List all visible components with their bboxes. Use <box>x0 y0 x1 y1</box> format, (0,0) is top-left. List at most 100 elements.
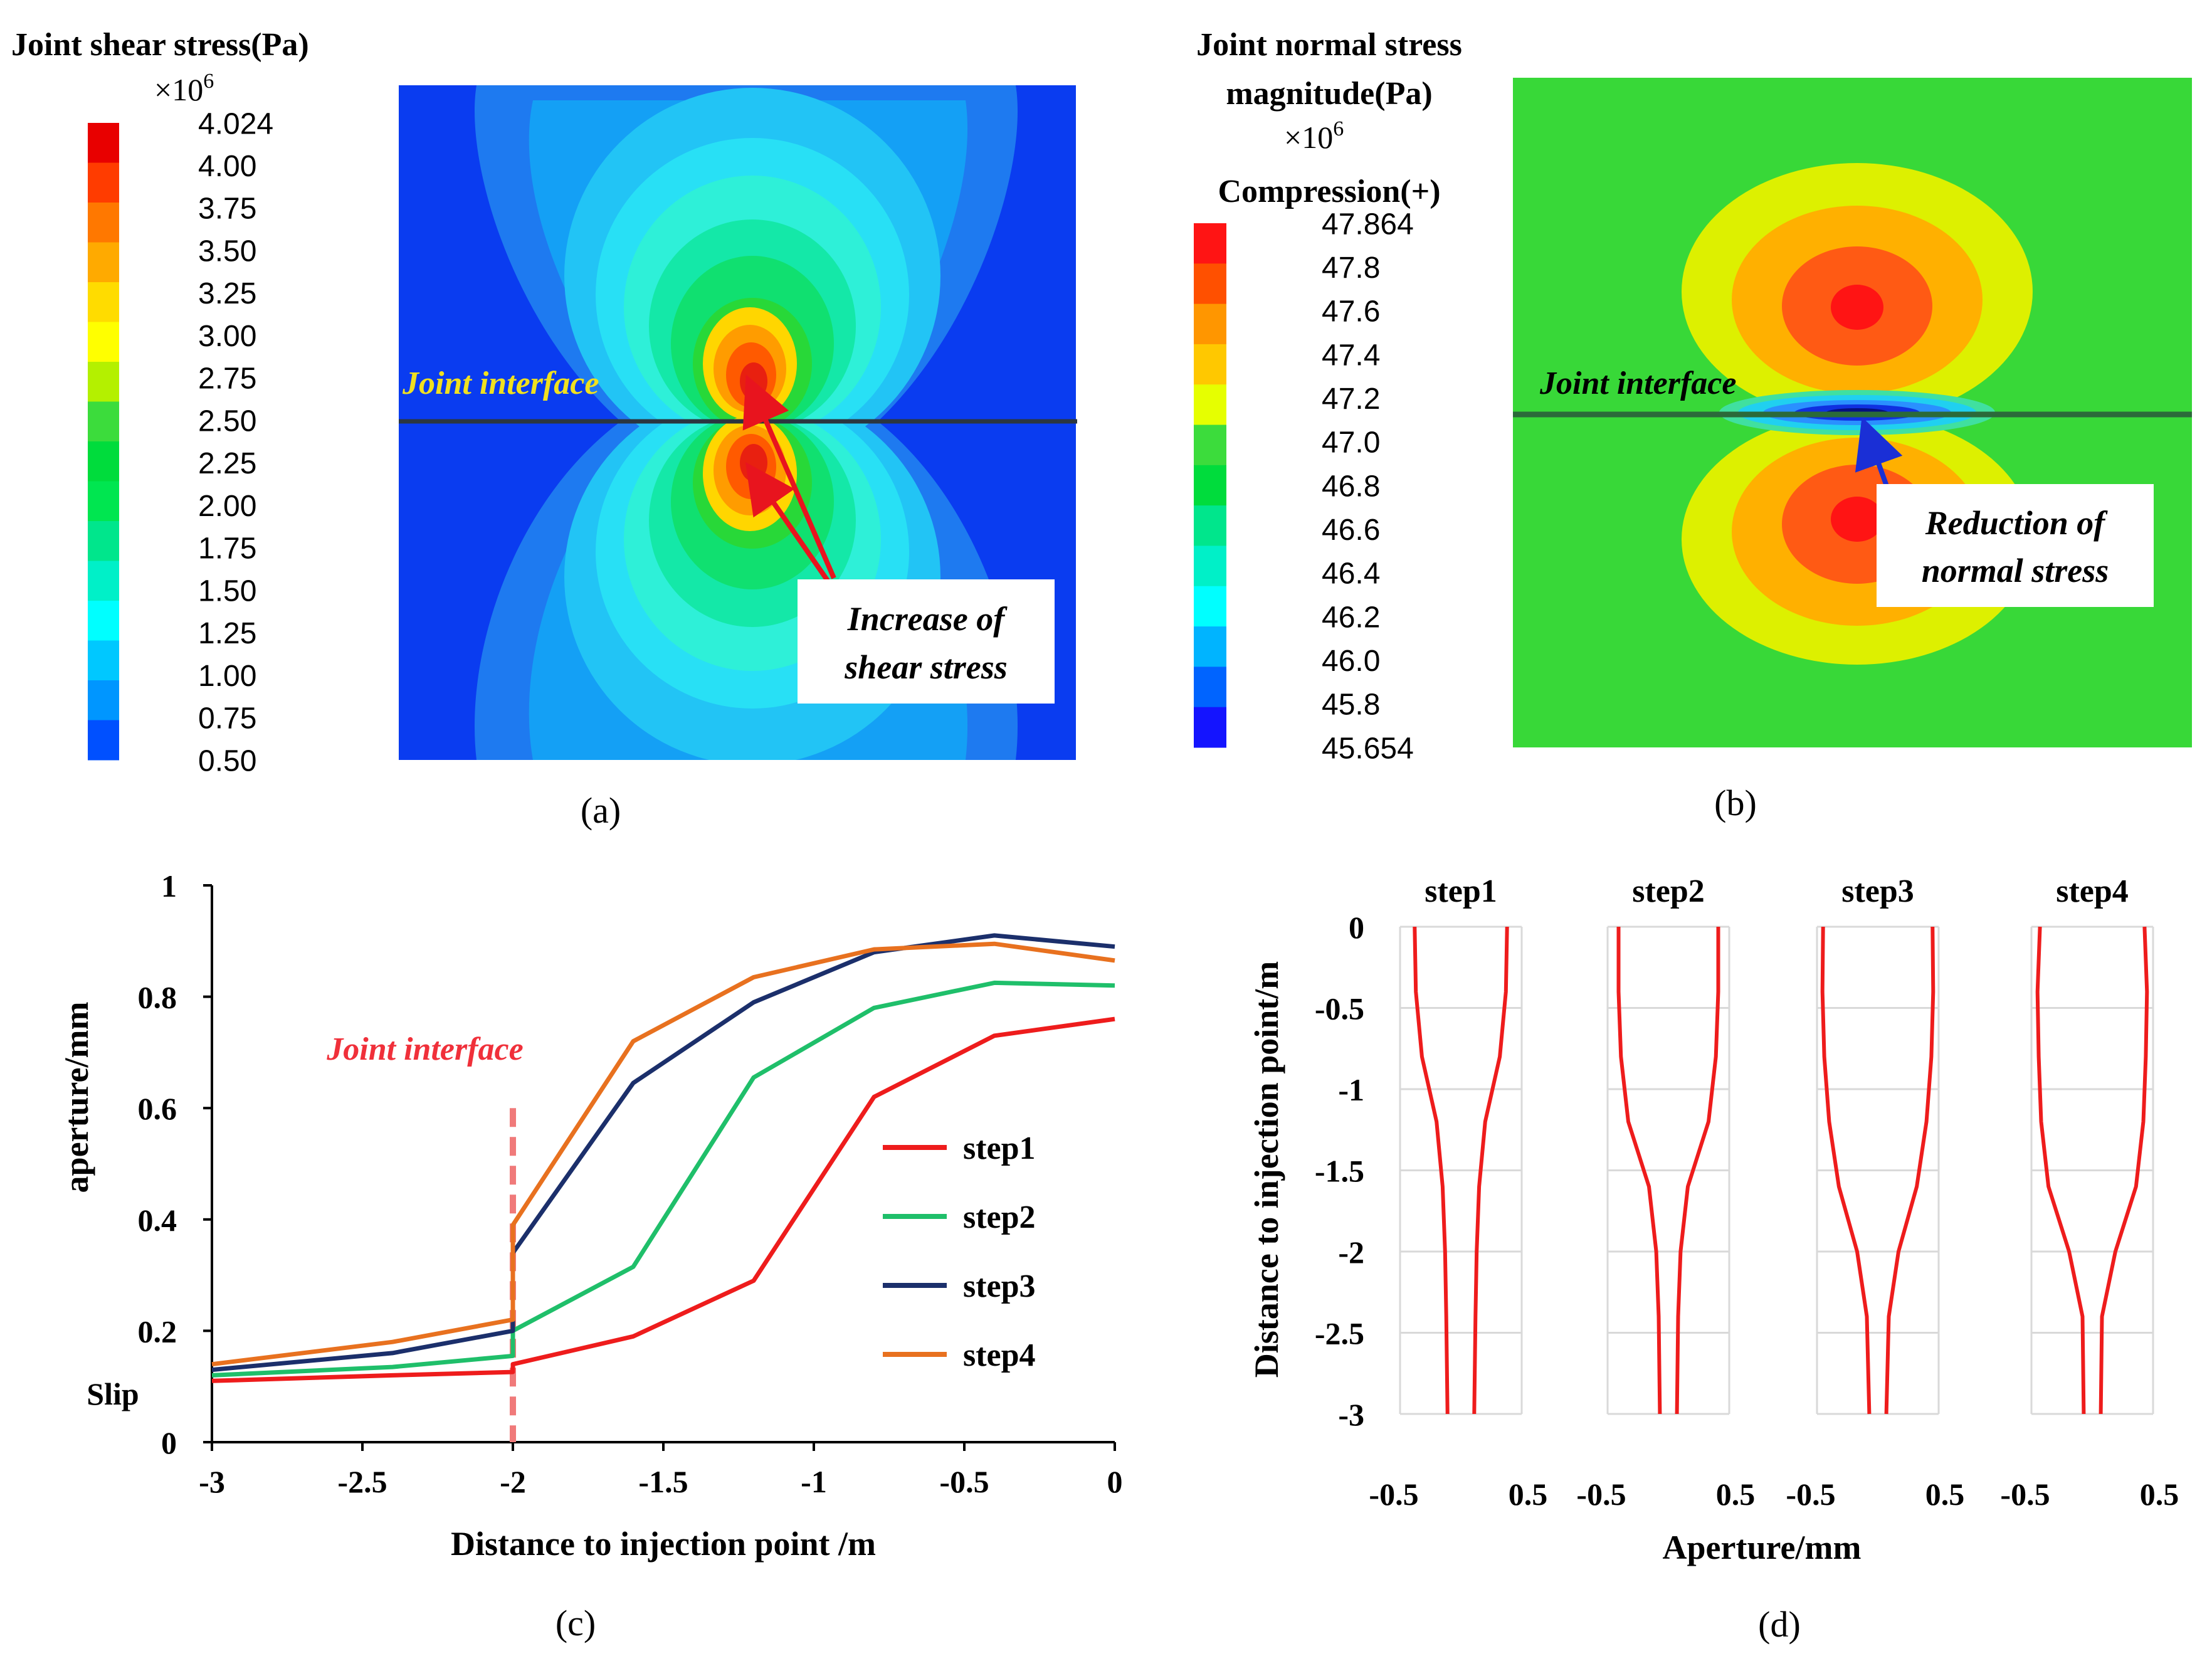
joint-interface-label-a: Joint interface <box>402 366 599 401</box>
subplot-step2: step2 -0.5 0.5 <box>1576 873 1755 1512</box>
series-line-step4 <box>211 941 1115 1367</box>
subplot-xtick-label: 0.5 <box>1925 1477 1965 1512</box>
chart-c-xtick-label: -2.5 <box>337 1464 387 1499</box>
colorbar-swatch <box>88 401 119 442</box>
colorbar-tick-label: 47.2 <box>1322 382 1380 416</box>
colorbar-tick-label: 47.6 <box>1322 295 1380 329</box>
chart-c-xtick-label: 0 <box>1107 1464 1123 1499</box>
chart-c-ticks: -3 -2.5 -2 -1.5 -1 -0.5 0 0 0.2 0.4 0.6 0.8 1 <box>138 868 1123 1499</box>
colorbar-swatch <box>88 203 119 243</box>
chart-c-ytick-label: 0.6 <box>138 1091 177 1126</box>
chart-c-xtick-label: -1 <box>801 1464 827 1499</box>
subplot-step3: step3 -0.5 0.5 <box>1786 873 1964 1512</box>
colorbar-tick-label: 45.8 <box>1322 688 1380 722</box>
subplot-title: step4 <box>2056 873 2129 909</box>
colorbar-swatch <box>1194 223 1226 264</box>
chart-d-ytick-label: -2 <box>1338 1235 1364 1270</box>
colorbar-a-ticks: 4.024 4.00 3.75 3.50 3.25 3.00 2.75 2.50 2.25 2.0… <box>198 107 273 778</box>
chart-c-legend: step1 step2 step3 step4 <box>883 1131 1036 1373</box>
colorbar-swatch <box>88 362 119 402</box>
annotation-b-line2: normal stress <box>1922 552 2109 589</box>
panel-c-chart: -3 -2.5 -2 -1.5 -1 -0.5 000.20.40.60.81 step1s… <box>58 868 1123 1643</box>
panel-d-label: (d) <box>1758 1604 1801 1645</box>
colorbar-tick-label: 46.4 <box>1322 557 1380 591</box>
colorbar-swatch <box>88 601 119 641</box>
series-line-step2 <box>211 980 1115 1378</box>
series-line-step3 <box>211 933 1115 1373</box>
colorbar-swatch <box>1194 546 1226 587</box>
subplot-xtick-label: 0.5 <box>1509 1477 1548 1512</box>
colorbar-swatch <box>1194 424 1226 466</box>
colorbar-swatch <box>1194 263 1226 305</box>
colorbar-swatch <box>88 561 119 601</box>
colorbar-swatch <box>88 720 119 761</box>
aperture-wall-right <box>2099 926 2149 1415</box>
annotation-b-line1: Reduction of <box>1925 504 2109 542</box>
colorbar-swatch <box>1194 505 1226 546</box>
colorbar-tick-label: 1.25 <box>198 617 256 650</box>
subplot-title: step3 <box>1841 873 1914 909</box>
subplot-title: step1 <box>1425 873 1497 909</box>
colorbar-tick-label: 2.25 <box>198 447 256 480</box>
colorbar-tick-label: 46.2 <box>1322 601 1380 634</box>
colorbar-b-subtitle: Compression(+) <box>1218 174 1440 209</box>
colorbar-a-title: Joint shear stress(Pa) <box>11 27 309 63</box>
colorbar-swatch <box>88 640 119 681</box>
chart-d-ytick-label: 0 <box>1349 910 1364 945</box>
colorbar-tick-label: 45.654 <box>1322 732 1414 765</box>
joint-interface-label-c: Joint interface <box>326 1031 523 1067</box>
colorbar-swatch <box>88 322 119 362</box>
chart-d-ytick-label: -0.5 <box>1315 991 1364 1026</box>
colorbar-tick-label: 1.50 <box>198 574 256 608</box>
joint-interface-label-b: Joint interface <box>1539 366 1736 401</box>
chart-d-yticks: 0 -0.5 -1 -1.5 -2 -2.5 -3 <box>1315 910 1364 1432</box>
colorbar-swatch <box>1194 384 1226 426</box>
colorbar-swatch <box>88 521 119 561</box>
colorbar-b-title-line2: magnitude(Pa) <box>1226 76 1432 112</box>
panel-a: Joint shear stress(Pa) ×106 4.024 4.00 3.7… <box>11 27 1077 831</box>
chart-c-xtick-label: -3 <box>199 1464 225 1499</box>
colorbar-tick-label: 3.00 <box>198 320 256 353</box>
colorbar-swatch <box>88 680 119 720</box>
aperture-wall-right <box>1884 926 1936 1415</box>
chart-c-ytick-label: 0.8 <box>138 980 177 1015</box>
chart-d-ytick-label: -3 <box>1338 1397 1364 1432</box>
colorbar-tick-label: 0.75 <box>198 702 256 736</box>
subplot-step1: step1 -0.5 0.5 <box>1369 873 1547 1512</box>
colorbar-tick-label: 0.50 <box>198 744 256 778</box>
legend-label-step2: step2 <box>963 1200 1036 1235</box>
colorbar-swatch <box>88 123 119 163</box>
colorbar-swatch <box>88 242 119 283</box>
chart-d-xlabel: Aperture/mm <box>1663 1529 1862 1566</box>
colorbar-tick-label: 46.8 <box>1322 470 1380 503</box>
chart-c-ytick-label: 0.2 <box>138 1314 177 1349</box>
series-line-step1 <box>211 1016 1115 1383</box>
aperture-wall-left <box>1616 927 1662 1415</box>
colorbar-swatch <box>1194 586 1226 627</box>
colorbar-tick-label: 46.6 <box>1322 514 1380 547</box>
colorbar-b-title-line1: Joint normal stress <box>1196 27 1462 63</box>
arrow-to-lower-peak <box>745 461 830 583</box>
subplot-xtick-label: -0.5 <box>1786 1477 1835 1512</box>
panel-d-chart: 0 -0.5 -1 -1.5 -2 -2.5 -3 step1 -0.5 0.5 step2 -0.… <box>1248 873 2179 1645</box>
chart-c-xtick-label: -0.5 <box>939 1464 989 1499</box>
colorbar-swatch <box>1194 344 1226 385</box>
subplot-xtick-label: -0.5 <box>2000 1477 2050 1512</box>
panel-b-label: (b) <box>1714 783 1757 823</box>
panel-c-label: (c) <box>556 1603 596 1643</box>
colorbar-tick-label: 3.75 <box>198 192 256 226</box>
colorbar-tick-label: 1.75 <box>198 532 256 566</box>
colorbar-b-ticks: 47.864 47.8 47.6 47.4 47.2 47.0 46.8 46.6 46.4 46… <box>1322 208 1414 765</box>
colorbar-tick-label: 47.864 <box>1322 208 1414 241</box>
aperture-wall-right <box>1472 926 1509 1415</box>
colorbar-tick-label: 47.0 <box>1322 426 1380 460</box>
annotation-box-a <box>798 579 1055 704</box>
colorbar-swatch <box>88 441 119 482</box>
annotation-box-b <box>1877 484 2154 607</box>
panel-b: Joint normal stress magnitude(Pa) ×106 C… <box>1194 27 2192 823</box>
colorbar-swatch <box>1194 667 1226 708</box>
colorbar-tick-label: 2.75 <box>198 362 256 396</box>
chart-c-xtick-label: -1.5 <box>638 1464 688 1499</box>
